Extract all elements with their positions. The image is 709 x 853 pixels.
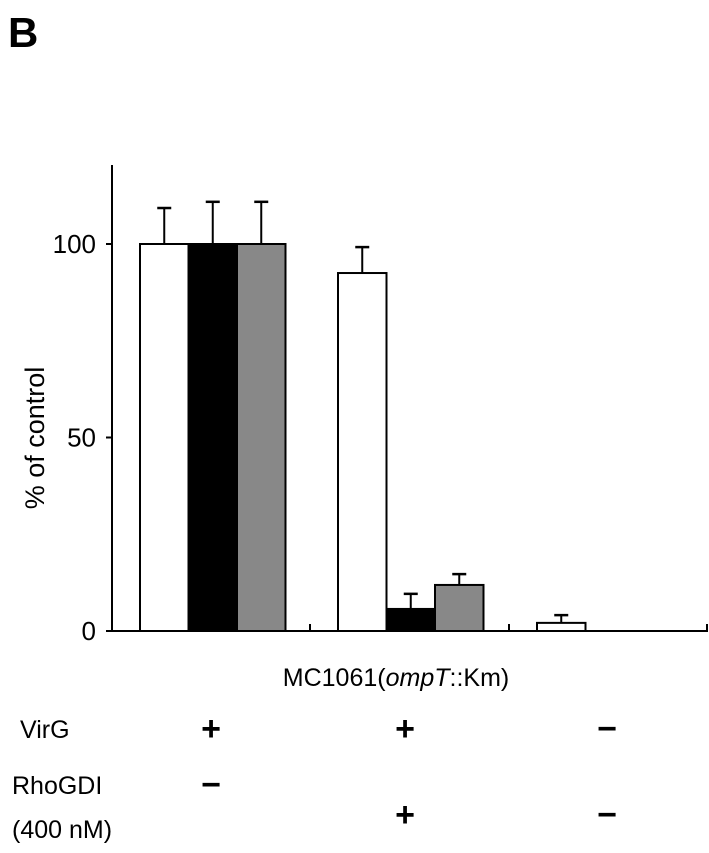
rhogdi-label: RhoGDI <box>12 772 102 800</box>
y-tick-label: 100 <box>53 229 96 259</box>
condition-mark: + <box>395 796 415 834</box>
condition-mark: − <box>201 766 221 804</box>
x-axis-label: MC1061(ompT::Km) <box>283 664 509 692</box>
bar-white <box>536 621 587 632</box>
bar-gray <box>236 243 287 632</box>
bar-gray <box>434 583 485 633</box>
condition-mark: − <box>597 710 617 748</box>
condition-marks: + + − − + − <box>201 710 617 834</box>
rhogdi-conc-label: (400 nM) <box>12 816 112 844</box>
condition-mark: − <box>597 796 617 834</box>
y-ticks: 0 50 100 <box>53 229 708 646</box>
y-axis-label: % of control <box>20 367 50 510</box>
condition-mark: + <box>201 710 221 748</box>
bar-white <box>139 243 190 632</box>
virg-label: VirG <box>20 716 70 744</box>
condition-mark: + <box>395 710 415 748</box>
bar-black <box>187 243 238 632</box>
panel-label: B <box>8 9 38 56</box>
y-tick-label: 50 <box>67 423 96 453</box>
y-tick-label: 0 <box>82 616 96 646</box>
bar-black <box>385 607 436 632</box>
bars-layer <box>139 200 587 633</box>
bar-white <box>337 272 388 632</box>
